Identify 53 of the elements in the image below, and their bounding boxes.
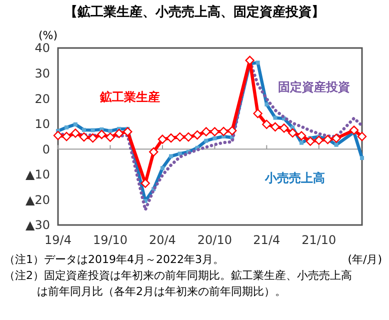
y-tick-label: 10 <box>34 117 50 132</box>
point <box>88 133 98 143</box>
y-tick-label: 30 <box>34 66 50 80</box>
x-axis-title: (年/月) <box>348 253 382 266</box>
y-axis-title: (%) <box>38 29 58 42</box>
text: 鉱工業生産 <box>99 90 160 104</box>
y-tick-label: 0 <box>42 142 50 156</box>
point <box>175 132 184 142</box>
x-tick-label: 21/4 <box>253 233 280 247</box>
x-tick-label: 20/10 <box>197 233 232 247</box>
y-tick-label: ▲20 <box>26 192 50 207</box>
point <box>323 134 332 144</box>
y-tick-label: ▲10 <box>26 168 50 182</box>
point <box>332 134 341 143</box>
x-tick-label: 19/10 <box>92 233 128 247</box>
point <box>296 131 306 140</box>
y-tick-label: ▲30 <box>26 218 50 232</box>
point <box>123 127 132 136</box>
text: （注1）データは2019年4月～2022年3月。 <box>4 253 224 266</box>
point <box>279 124 289 133</box>
point <box>158 134 168 144</box>
point <box>349 126 359 135</box>
point <box>306 136 315 146</box>
point <box>106 132 115 142</box>
point <box>114 128 124 138</box>
point <box>192 130 202 140</box>
point <box>149 147 158 157</box>
point <box>62 132 72 142</box>
text: （注2）固定資産投資は年初来の前年同期比。鉱工業生産、小売売上高は前年同月比（各年2月は年初来の前年同期比）。 <box>4 269 352 298</box>
series-label: 固定資産投資 <box>278 80 350 94</box>
x-tick-label: 19/4 <box>44 233 72 247</box>
point <box>270 122 280 132</box>
point <box>314 136 324 145</box>
point <box>202 127 211 136</box>
point <box>184 132 194 142</box>
x-tick-label: 20/4 <box>148 233 176 247</box>
point <box>218 126 228 136</box>
text: 小売売上高 <box>264 171 325 185</box>
point <box>97 130 106 140</box>
point <box>79 132 89 142</box>
point <box>228 126 237 136</box>
y-tick-label: 40 <box>34 41 50 56</box>
chart-title: 【鉱工業生産、小売売上高、固定資産投資】 <box>64 4 324 20</box>
point <box>262 120 272 129</box>
point <box>53 130 63 140</box>
point <box>253 108 262 118</box>
point <box>70 128 80 138</box>
x-tick-label: 21/10 <box>302 233 336 247</box>
point <box>357 132 367 142</box>
y-tick-label: 20 <box>34 92 50 106</box>
point <box>210 127 220 136</box>
point <box>166 133 176 143</box>
point <box>288 128 298 138</box>
